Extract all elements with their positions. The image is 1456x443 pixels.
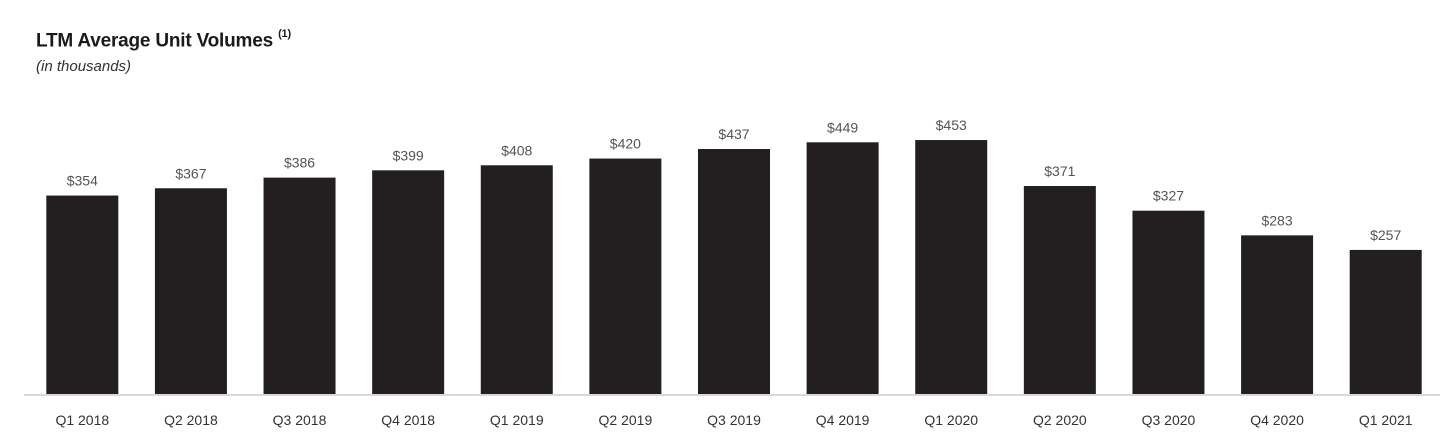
x-tick-label: Q1 2018 — [55, 412, 109, 428]
bars-group — [46, 140, 1422, 394]
bar-q2-2020 — [1023, 186, 1096, 394]
data-labels-group: $354 $367 $386 $399 $408 $420 $437 $449 $453 $371… — [67, 117, 1402, 243]
bar-q1-2019 — [480, 165, 553, 394]
x-tick-label: Q2 2019 — [599, 412, 653, 428]
x-tick-label: Q4 2019 — [816, 412, 870, 428]
data-label: $386 — [284, 155, 315, 171]
chart-title-text: LTM Average Unit Volumes — [36, 30, 273, 52]
data-label: $257 — [1370, 227, 1401, 243]
chart-subtitle: (in thousands) — [36, 58, 132, 76]
data-label: $420 — [610, 136, 641, 152]
data-label: $283 — [1261, 212, 1292, 228]
bar-q4-2018 — [372, 170, 445, 394]
title-footnote: (1) — [278, 28, 291, 40]
bar-q4-2019 — [806, 142, 879, 394]
data-label: $437 — [718, 126, 749, 142]
data-label: $367 — [175, 165, 206, 181]
bar-q1-2020 — [915, 140, 988, 394]
bar-q3-2019 — [698, 149, 770, 394]
data-label: $453 — [936, 117, 967, 133]
x-tick-label: Q2 2018 — [164, 412, 218, 428]
data-label: $354 — [67, 173, 98, 189]
x-tick-label: Q1 2019 — [490, 412, 544, 428]
data-label: $408 — [501, 142, 532, 158]
data-label: $371 — [1044, 163, 1075, 179]
bar-q3-2020 — [1132, 210, 1205, 394]
x-tick-label: Q3 2020 — [1142, 412, 1196, 428]
bar-q2-2019 — [589, 158, 662, 394]
x-tick-label: Q1 2021 — [1359, 412, 1413, 428]
data-label: $399 — [393, 147, 424, 163]
chart-header: LTM Average Unit Volumes (1) (in thousan… — [36, 28, 291, 76]
x-tick-labels-group: Q1 2018 Q2 2018 Q3 2018 Q4 2018 Q1 2019 Q2 20… — [55, 412, 1412, 428]
x-tick-label: Q3 2018 — [273, 412, 327, 428]
bar-q3-2018 — [263, 177, 336, 394]
chart-title: LTM Average Unit Volumes (1) — [36, 28, 291, 52]
x-tick-label: Q1 2020 — [924, 412, 978, 428]
x-tick-label: Q2 2020 — [1033, 412, 1087, 428]
data-label: $327 — [1153, 188, 1184, 204]
x-tick-label: Q4 2018 — [381, 412, 435, 428]
bar-q1-2021 — [1349, 249, 1422, 394]
bar-q2-2018 — [154, 188, 227, 394]
data-label: $449 — [827, 119, 858, 135]
bar-q1-2018 — [46, 195, 119, 394]
x-tick-label: Q3 2019 — [707, 412, 761, 428]
x-tick-label: Q4 2020 — [1250, 412, 1304, 428]
bar-q4-2020 — [1241, 235, 1314, 394]
